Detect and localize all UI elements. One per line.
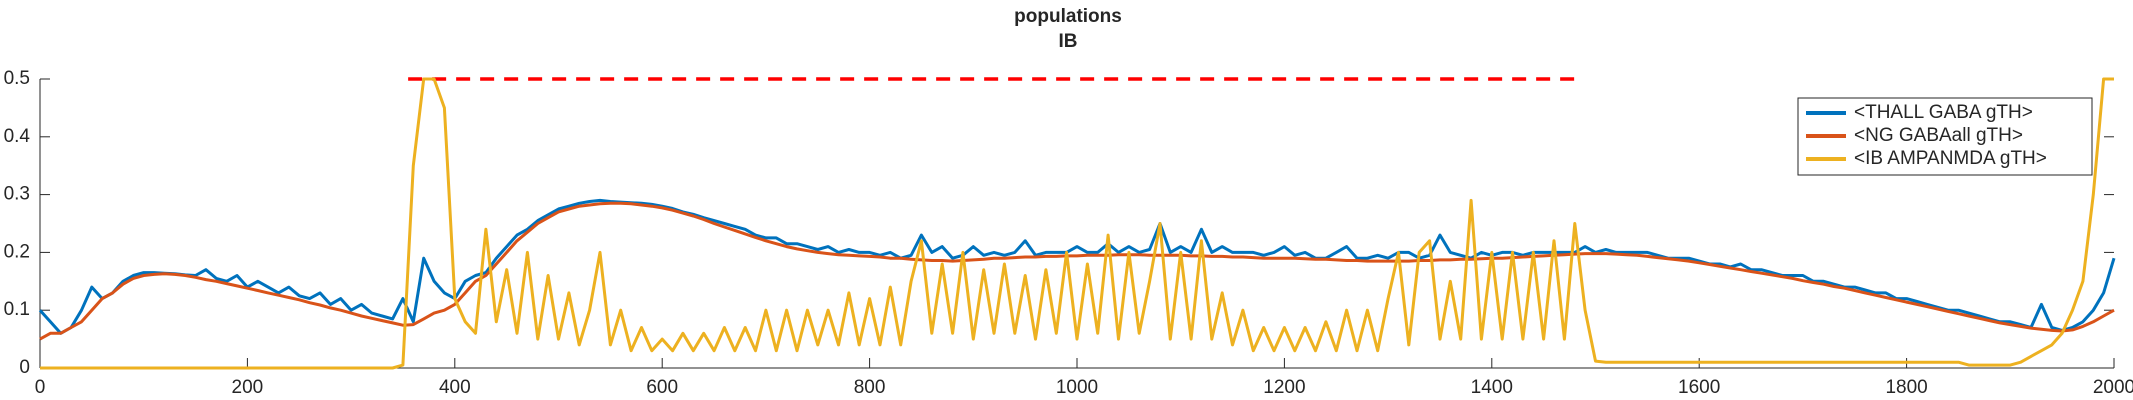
y-tick-label: 0.5 — [4, 68, 30, 89]
y-tick-label: 0 — [19, 357, 30, 378]
series-line — [40, 77, 2114, 370]
x-tick-label: 1800 — [1885, 377, 1927, 398]
legend-box — [1797, 97, 2093, 176]
x-tick-label: 0 — [35, 377, 46, 398]
y-tick-label: 0.4 — [4, 126, 31, 147]
x-tick-label: 1000 — [1056, 377, 1098, 398]
series-line — [39, 201, 2115, 341]
x-tick-label: 2000 — [2093, 377, 2133, 398]
chart-title: populations — [1014, 6, 1122, 27]
chart-subtitle: IB — [1059, 31, 1078, 52]
x-tick-label: 200 — [232, 377, 264, 398]
x-tick-label: 400 — [439, 377, 471, 398]
x-tick-label: 600 — [646, 377, 678, 398]
series-line — [38, 198, 2116, 335]
x-tick-label: 1400 — [1471, 377, 1513, 398]
legend-label: <NG GABAall gTH> — [1854, 125, 2023, 146]
x-tick-label: 1600 — [1678, 377, 1720, 398]
x-tick-label: 1200 — [1263, 377, 1305, 398]
y-tick-label: 0.1 — [4, 299, 30, 320]
legend-label: <THALL GABA gTH> — [1854, 102, 2033, 123]
legend-label: <IB AMPANMDA gTH> — [1854, 148, 2047, 169]
y-tick-label: 0.2 — [4, 241, 30, 262]
y-tick-label: 0.3 — [4, 184, 30, 205]
x-tick-label: 800 — [854, 377, 886, 398]
